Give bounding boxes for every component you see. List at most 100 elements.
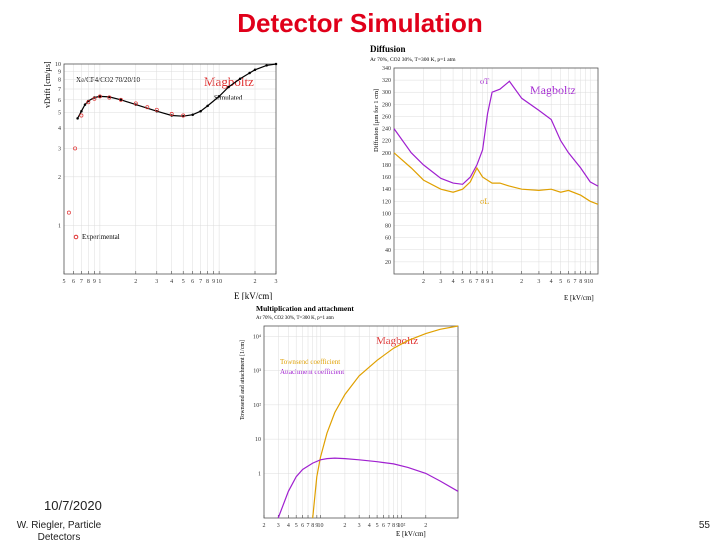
multiplication-watermark: Magboltz: [376, 335, 418, 347]
diffusion-watermark: Magboltz: [530, 83, 576, 97]
drift-experimental-point: [133, 101, 138, 106]
drift-xtick-label: 8: [87, 279, 90, 285]
diffusion-ytick-label: 280: [382, 102, 391, 108]
drift-legend-simulated: Simulated: [214, 94, 243, 102]
legend-attachment: Attachment coefficient: [280, 368, 344, 376]
drift-gas-label: Xe/CF4/CO2 70/20/10: [76, 76, 140, 84]
drift-xlabel: E [kV/cm]: [234, 291, 272, 301]
drift-experimental-point: [79, 113, 84, 118]
multiplication-frame: [263, 325, 459, 519]
diffusion-sigma-l-line: [393, 152, 599, 205]
diffusion-xtick-label: 4: [550, 279, 553, 285]
drift-xtick-label: 3: [155, 279, 158, 285]
townsend-line: [312, 325, 459, 519]
drift-xtick-label: 6: [72, 279, 75, 285]
drift-simulated-point: [119, 98, 123, 102]
drift-xtick-label: 6: [191, 279, 194, 285]
diffusion-ytick-label: 220: [382, 139, 391, 145]
diffusion-ytick-label: 40: [385, 248, 391, 254]
drift-simulated-point: [191, 113, 194, 116]
drift-xtick-label: 9: [93, 279, 96, 285]
diffusion-frame: [393, 67, 599, 275]
multiplication-ytick-label: 10: [255, 437, 261, 443]
diffusion-xtick-label: 9: [486, 279, 489, 285]
drift-simulated-point: [274, 62, 278, 66]
drift-xtick-label: 5: [63, 279, 66, 285]
drift-xtick-label: 7: [199, 279, 202, 285]
drift-ytick-label: 1: [58, 223, 61, 229]
multiplication-xtick-label: 10²: [398, 523, 406, 529]
diffusion-xtick-label: 7: [475, 279, 478, 285]
multiplication-ylabel: Townsend and attachment [1/cm]: [240, 340, 246, 420]
diffusion-ytick-label: 300: [382, 90, 391, 96]
diffusion-xtick-label: 3: [537, 279, 540, 285]
diffusion-xtick-label: 6: [567, 279, 570, 285]
multiplication-ytick-label: 10³: [253, 369, 261, 375]
diffusion-xtick-label: 10: [587, 279, 593, 285]
multiplication-xtick-label: 2: [424, 523, 427, 529]
multiplication-ytick-label: 10²: [253, 403, 261, 409]
drift-experimental-point: [66, 210, 71, 215]
drift-simulated-line: [77, 63, 277, 119]
multiplication-svg: Multiplication and attachment Ar 70%, CO…: [234, 300, 466, 540]
diffusion-ytick-label: 100: [382, 211, 391, 217]
drift-simulated-point: [80, 109, 83, 113]
multiplication-xtick-label: 9: [396, 523, 399, 529]
multiplication-xtick-label: 5: [295, 523, 298, 529]
diffusion-xtick-label: 5: [559, 279, 562, 285]
drift-experimental-point: [107, 95, 112, 100]
drift-simulated-point: [206, 104, 209, 108]
diffusion-chart: Diffusion Ar 70%, CO2 30%, T=300 K, p=1 …: [358, 42, 604, 306]
drift-xtick-label: 8: [206, 279, 209, 285]
drift-velocity-chart: vDrift [cm/µs] Xe/CF4/CO2 70/20/10 Magbo…: [36, 48, 288, 304]
drift-experimental-point: [73, 146, 78, 151]
multiplication-xtick-label: 5: [376, 523, 379, 529]
diffusion-ytick-label: 240: [382, 127, 391, 133]
slide-title: Detector Simulation: [237, 8, 483, 38]
diffusion-xlabel: E [kV/cm]: [564, 294, 594, 302]
diffusion-ytick-label: 180: [382, 163, 391, 169]
multiplication-xtick-label: 3: [358, 523, 361, 529]
drift-simulated-point: [265, 64, 268, 67]
diffusion-sigma-t-line: [393, 80, 599, 187]
diffusion-xtick-label: 9: [584, 279, 587, 285]
page-number: 55: [698, 520, 710, 531]
drift-xtick-label: 10: [216, 279, 222, 285]
drift-xtick-label: 1: [98, 279, 101, 285]
multiplication-xtick-label: 4: [287, 523, 290, 529]
drift-legend-experimental-marker: [73, 234, 79, 240]
drift-ytick-label: 10: [55, 62, 61, 68]
diffusion-plot-area: 2 3 4 5 6 7 8 9 1 2 3 4 5 6 7 8 9 10204060801001201401601…: [382, 66, 599, 285]
multiplication-xtick-label: 7: [387, 523, 390, 529]
multiplication-ytick-label: 10⁴: [253, 334, 261, 340]
multiplication-ytick-label: 1: [258, 471, 261, 477]
attachment-line: [277, 457, 459, 519]
diffusion-xtick-label: 3: [439, 279, 442, 285]
drift-ytick-label: 2: [58, 175, 61, 181]
drift-simulated-point: [98, 95, 102, 98]
drift-xtick-label: 2: [134, 279, 137, 285]
diffusion-title: Diffusion: [370, 44, 406, 54]
multiplication-xtick-label: 8: [392, 523, 395, 529]
diffusion-ytick-label: 160: [382, 175, 391, 181]
drift-ytick-label: 8: [58, 78, 61, 84]
drift-xtick-label: 2: [254, 279, 257, 285]
drift-velocity-svg: vDrift [cm/µs] Xe/CF4/CO2 70/20/10 Magbo…: [36, 48, 288, 304]
drift-experimental-point: [154, 107, 159, 112]
drift-experimental-point: [86, 100, 91, 105]
diffusion-xtick-label: 7: [574, 279, 577, 285]
diffusion-xtick-label: 4: [452, 279, 455, 285]
drift-ytick-label: 7: [58, 87, 61, 93]
multiplication-title: Multiplication and attachment: [256, 304, 354, 313]
diffusion-subtitle: Ar 70%, CO2 30%, T=300 K, p=1 atm: [370, 57, 456, 63]
diffusion-ytick-label: 120: [382, 199, 391, 205]
drift-simulated-point: [248, 71, 251, 75]
diffusion-xtick-label: 2: [520, 279, 523, 285]
diffusion-ytick-label: 60: [385, 236, 391, 242]
multiplication-xtick-label: 9: [315, 523, 318, 529]
diffusion-ytick-label: 140: [382, 187, 391, 193]
diffusion-ytick-label: 340: [382, 66, 391, 72]
legend-townsend: Townsend coefficient: [280, 358, 340, 366]
diffusion-xtick-label: 8: [481, 279, 484, 285]
